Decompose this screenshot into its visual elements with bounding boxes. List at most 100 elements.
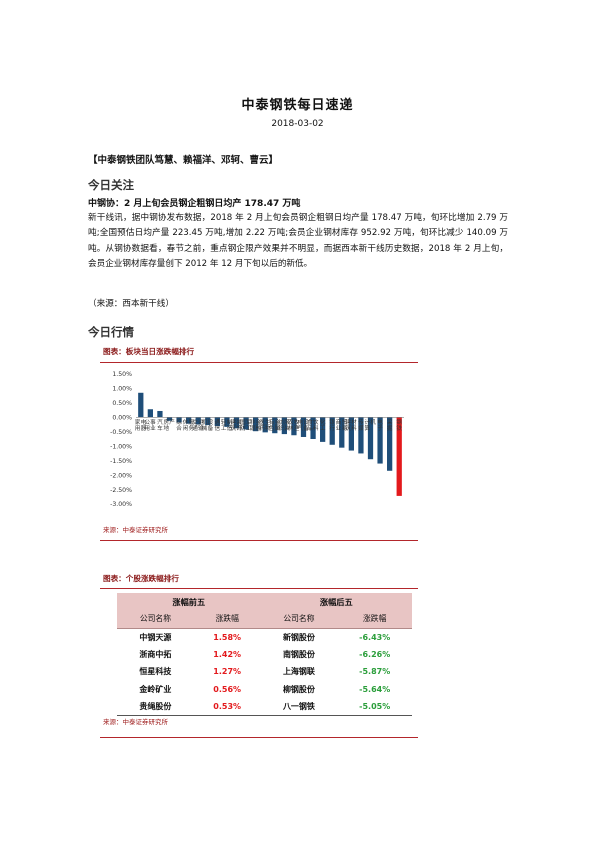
x-tick-label: 传媒 xyxy=(358,418,364,432)
top-stock-name: 贵绳股份 xyxy=(139,701,172,711)
figure2-source: 来源：中泰证券研究所 xyxy=(103,718,168,726)
x-tick-label: 建筑装饰 xyxy=(230,418,242,432)
bar xyxy=(329,417,335,445)
figure1-bottom-rule xyxy=(100,540,418,541)
bar xyxy=(243,417,249,430)
y-tick-label: 0.50% xyxy=(112,400,132,407)
top-stock-name: 金岭矿业 xyxy=(139,684,172,694)
bar xyxy=(157,410,163,418)
bar xyxy=(176,417,182,423)
team-line: 【中泰钢铁团队笃慧、赖福洋、邓轲、曹云】 xyxy=(88,155,279,166)
y-tick-label: -2.50% xyxy=(110,487,132,494)
x-tick-label: 电气设备 xyxy=(297,418,309,432)
table-column-header-row: 公司名称 涨跌幅 公司名称 涨跌幅 xyxy=(117,610,412,629)
x-tick-label: 轻工制造 xyxy=(221,418,233,432)
x-tick-label: 计算机 xyxy=(364,418,376,432)
x-tick-label: 房地产 xyxy=(163,418,175,432)
bar xyxy=(233,417,240,429)
x-tick-label: 商业贸易 xyxy=(336,418,348,432)
bottom-stock-change: -5.64% xyxy=(359,684,391,694)
top-stock-name: 浙商中拓 xyxy=(139,650,172,660)
top-stock-name: 中钢天源 xyxy=(139,632,172,642)
section-heading-today-focus: 今日关注 xyxy=(88,178,134,192)
y-tick-label: -3.00% xyxy=(110,501,132,508)
col-change: 涨跌幅 xyxy=(193,610,261,629)
bottom-stock-change: -5.87% xyxy=(359,667,391,677)
bottom-stock-change: -5.05% xyxy=(359,701,391,711)
table-row: 中钢天源 1.58% 新钢股份 -6.43% xyxy=(117,628,412,646)
bar xyxy=(138,392,144,418)
top-stock-change: 1.27% xyxy=(213,667,242,677)
x-tick-label: 国防军工 xyxy=(240,419,252,432)
figure1-label: 图表：板块当日涨跌幅排行 xyxy=(103,347,195,356)
bar xyxy=(358,417,364,454)
bar xyxy=(291,417,297,436)
figure2-bottom-rule xyxy=(100,737,418,738)
table-group-header-row: 涨幅前五 涨幅后五 xyxy=(117,593,412,611)
x-tick-label: 公用事业 xyxy=(144,418,156,432)
top-stock-change: 1.42% xyxy=(213,650,242,660)
section-heading-today-market: 今日行情 xyxy=(88,325,134,339)
col-company-name: 公司名称 xyxy=(117,610,194,629)
y-tick-label: 1.50% xyxy=(112,371,132,378)
x-tick-label: 食品饮料 xyxy=(307,418,319,432)
x-tick-label: 有色金属 xyxy=(269,418,281,432)
bottom-stock-name: 柳钢股份 xyxy=(282,684,315,694)
x-tick-label: 钢铁 xyxy=(396,418,402,432)
bar xyxy=(186,417,192,424)
top-stock-name: 恒星科技 xyxy=(139,667,172,677)
bar xyxy=(348,417,354,451)
top-stock-change: 1.58% xyxy=(213,632,242,642)
bar xyxy=(339,417,345,448)
x-tick-label: 采掘 xyxy=(387,418,393,432)
bar xyxy=(387,417,393,471)
bar xyxy=(166,417,173,421)
bottom-stock-change: -6.43% xyxy=(359,632,391,642)
x-tick-label: 汽车 xyxy=(157,418,163,432)
y-tick-label: 1.00% xyxy=(112,386,132,393)
figure1-top-rule xyxy=(100,362,418,363)
x-tick-label: 化工 xyxy=(320,418,326,432)
col-change: 涨跌幅 xyxy=(337,610,412,629)
y-tick-label: 0.00% xyxy=(112,415,132,422)
group-top-five: 涨幅前五 xyxy=(117,593,261,611)
bottom-stock-name: 上海钢联 xyxy=(282,667,315,677)
report-title: 中泰钢铁每日速递 xyxy=(241,98,354,113)
x-tick-label: 银行 xyxy=(329,418,335,432)
x-tick-label: 医药生物 xyxy=(259,418,271,432)
group-bottom-five: 涨幅后五 xyxy=(260,593,412,611)
table-row: 贵绳股份 0.53% 八一钢铁 -5.05% xyxy=(117,698,412,716)
y-tick-label: -1.50% xyxy=(110,458,132,465)
bar xyxy=(147,409,153,418)
top-stock-change: 0.56% xyxy=(213,684,242,694)
bar-series xyxy=(138,392,402,496)
x-tick-label: 综合 xyxy=(176,418,182,432)
figure1-source: 来源：中泰证券研究所 xyxy=(103,526,168,534)
sector-change-chart: 1.50% 1.00% 0.50% 0.00% -0.50% -1.00% -1.50% -2… xyxy=(110,371,404,508)
col-company-name: 公司名称 xyxy=(260,610,338,629)
figure2-top-rule xyxy=(100,588,418,589)
x-tick-label: 纺织服装 xyxy=(278,418,290,432)
news-body: 新干线讯，据中钢协发布数据，2018 年 2 月上旬会员钢企粗钢日均产量 178… xyxy=(88,213,508,270)
x-tick-label: 通信 xyxy=(215,418,221,432)
x-tick-label: 电子 xyxy=(377,418,383,432)
report-date: 2018-03-02 xyxy=(271,119,324,129)
bottom-stock-name: 八一钢铁 xyxy=(282,701,315,711)
y-axis-labels: 1.50% 1.00% 0.50% 0.00% -0.50% -1.00% -1.50% -2… xyxy=(110,371,132,508)
bar xyxy=(224,417,230,427)
figure2-label: 图表：个股涨跌幅排行 xyxy=(103,574,179,583)
x-tick-label: 休闲服务 xyxy=(183,418,195,432)
y-tick-label: -1.00% xyxy=(110,443,132,450)
x-tick-label: 交通运输 xyxy=(192,418,204,432)
bar xyxy=(262,417,268,433)
top-stock-change: 0.53% xyxy=(213,701,242,711)
bar xyxy=(320,417,326,442)
x-tick-label: 非银金融 xyxy=(250,418,262,432)
x-tick-label: 家用电器 xyxy=(135,418,147,432)
bar xyxy=(272,417,278,434)
bar xyxy=(205,417,211,426)
table-row: 恒星科技 1.27% 上海钢联 -5.87% xyxy=(117,663,412,680)
news-source: （来源：西本新干线） xyxy=(88,299,174,309)
bar xyxy=(195,417,201,425)
